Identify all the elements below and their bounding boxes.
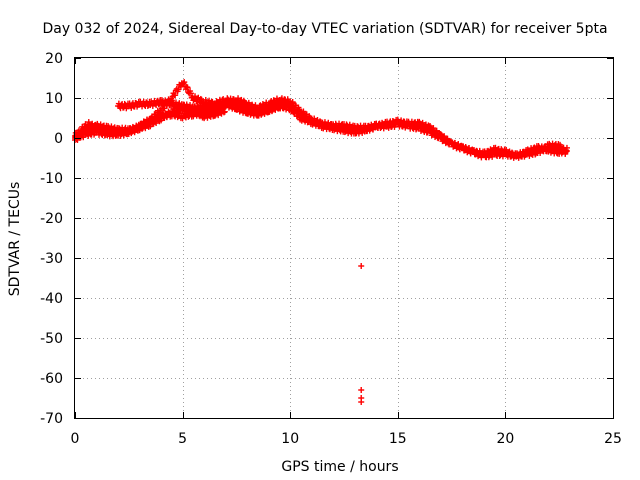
- data-point: [289, 98, 296, 105]
- data-point: [441, 134, 448, 141]
- data-point: [539, 147, 546, 154]
- data-point: [560, 144, 567, 151]
- grid-lines: [75, 58, 613, 418]
- data-point: [284, 97, 291, 104]
- data-point: [563, 147, 570, 154]
- y-tick-label: 10: [45, 91, 63, 107]
- axis-ticks: [75, 58, 614, 419]
- data-point: [288, 105, 295, 112]
- outlier-point: [358, 399, 365, 405]
- y-tick-label: -50: [40, 331, 63, 347]
- x-tick-label: 15: [389, 431, 407, 447]
- data-point: [211, 112, 218, 119]
- data-point: [563, 148, 570, 155]
- y-tick-label: -20: [40, 211, 63, 227]
- x-tick-label: 20: [496, 431, 514, 447]
- data-point: [221, 108, 228, 115]
- series-outliers: [358, 263, 365, 405]
- data-point: [181, 79, 188, 86]
- data-point: [300, 108, 307, 115]
- y-tick-label: 20: [45, 51, 63, 67]
- x-tick-labels: 0 5 10 15 20 25: [71, 431, 622, 447]
- data-point: [251, 104, 258, 111]
- outlier-point: [358, 387, 365, 393]
- data-point: [295, 110, 302, 117]
- data-point: [265, 108, 272, 115]
- data-points: [72, 79, 570, 405]
- x-axis-label: GPS time / hours: [281, 459, 398, 475]
- data-point: [172, 92, 179, 99]
- data-point: [248, 103, 255, 110]
- data-point: [245, 99, 252, 106]
- data-point: [197, 95, 204, 102]
- chart-title: Day 032 of 2024, Sidereal Day-to-day VTE…: [42, 21, 607, 37]
- y-tick-label: -40: [40, 291, 63, 307]
- x-tick-label: 10: [281, 431, 299, 447]
- data-point: [228, 100, 235, 107]
- plot-frame: [74, 57, 614, 419]
- y-tick-label: 0: [54, 131, 63, 147]
- series-track-b: [72, 99, 570, 161]
- y-tick-label: -60: [40, 371, 63, 387]
- y-axis-label: SDTVAR / TECUs: [7, 182, 23, 297]
- y-tick-label: -10: [40, 171, 63, 187]
- x-tick-label: 5: [178, 431, 187, 447]
- data-point: [184, 84, 191, 91]
- data-point: [489, 153, 496, 160]
- series-track-d: [72, 103, 228, 143]
- data-point: [187, 90, 194, 97]
- data-point: [286, 101, 293, 108]
- x-tick-label: 25: [604, 431, 622, 447]
- y-tick-label: -70: [40, 411, 63, 427]
- data-point: [174, 108, 181, 115]
- outlier-point: [358, 263, 365, 269]
- y-tick-labels: 20 10 0 -10 -20 -30 -40 -50 -60 -70: [40, 51, 63, 427]
- x-tick-label: 0: [71, 431, 80, 447]
- data-point: [292, 107, 299, 114]
- y-tick-label: -30: [40, 251, 63, 267]
